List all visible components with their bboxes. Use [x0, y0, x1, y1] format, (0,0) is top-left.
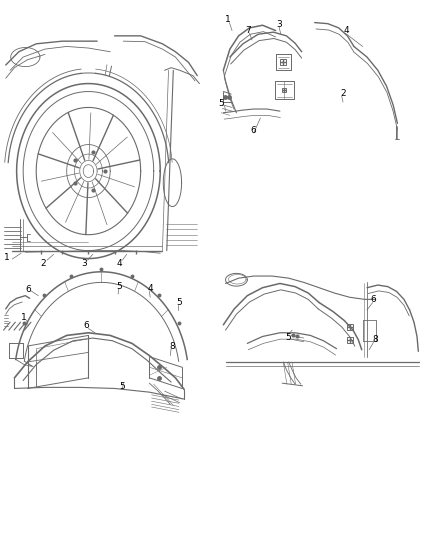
- Text: 6: 6: [250, 126, 256, 135]
- Text: 1: 1: [225, 15, 230, 25]
- Text: 8: 8: [169, 342, 175, 351]
- Text: 5: 5: [120, 382, 125, 391]
- Text: 3: 3: [81, 260, 87, 268]
- Text: 4: 4: [116, 260, 122, 268]
- Text: 4: 4: [343, 26, 349, 35]
- Text: 2: 2: [40, 260, 46, 268]
- Text: 5: 5: [219, 99, 225, 108]
- Text: 8: 8: [372, 335, 378, 344]
- Text: 5: 5: [176, 297, 182, 306]
- Text: 1: 1: [21, 313, 27, 322]
- Text: 5: 5: [286, 333, 292, 342]
- Text: 7: 7: [245, 26, 251, 35]
- Text: 6: 6: [83, 321, 89, 330]
- Text: 2: 2: [340, 89, 346, 98]
- Text: 4: 4: [148, 284, 153, 293]
- Text: 6: 6: [25, 285, 31, 294]
- Text: 3: 3: [276, 20, 282, 29]
- Text: 1: 1: [4, 253, 10, 262]
- Text: 5: 5: [116, 281, 122, 290]
- Text: 6: 6: [371, 295, 376, 304]
